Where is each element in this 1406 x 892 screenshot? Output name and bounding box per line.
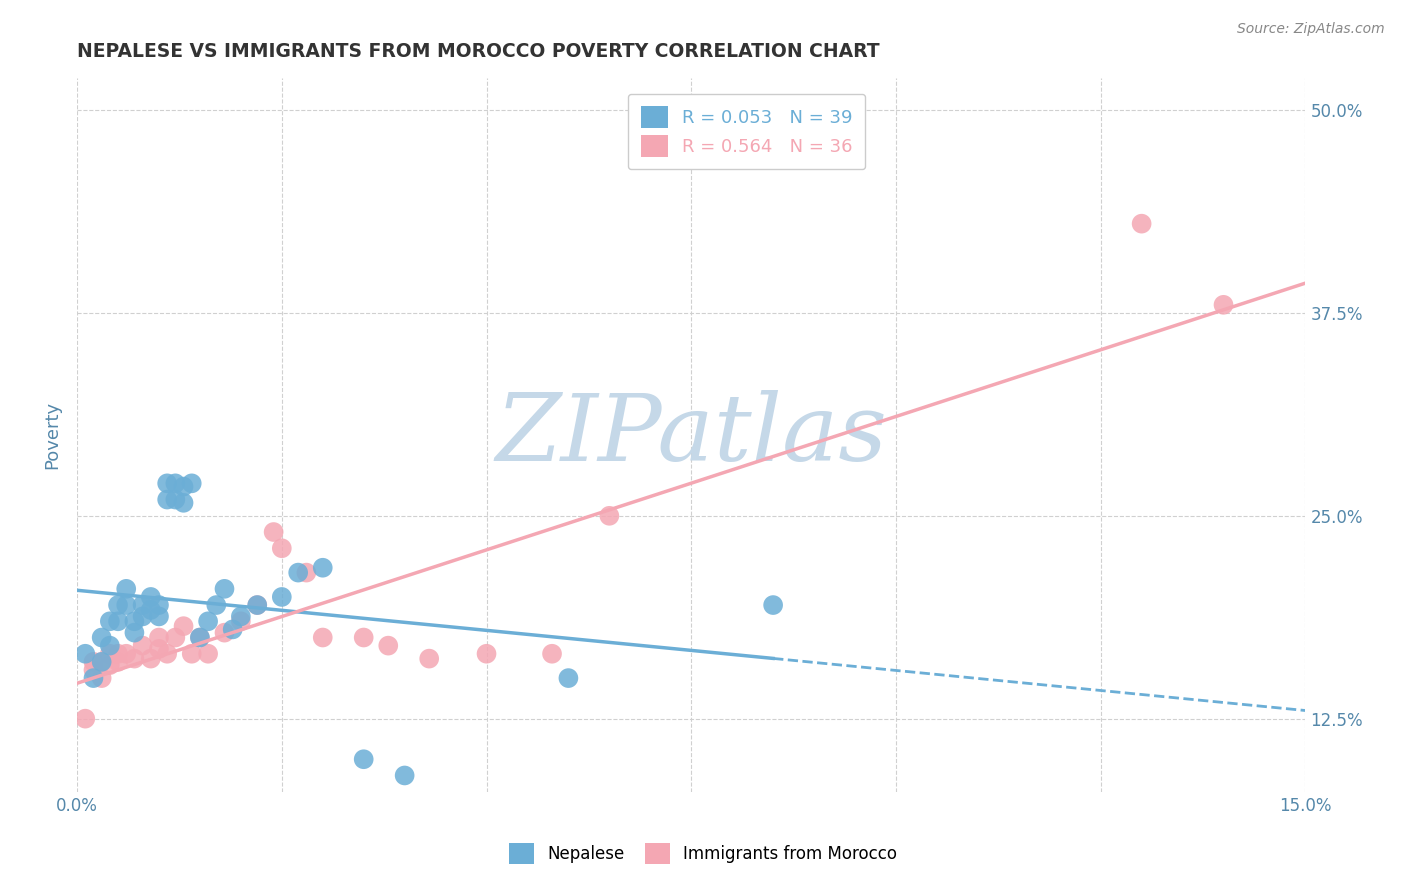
Point	[75, 712, 97, 726]
Point	[165, 476, 187, 491]
Point	[107, 615, 129, 629]
Point	[148, 641, 170, 656]
Point	[475, 647, 498, 661]
Point	[173, 496, 195, 510]
Point	[124, 615, 146, 629]
Text: Source: ZipAtlas.com: Source: ZipAtlas.com	[1237, 22, 1385, 37]
Legend: R = 0.053   N = 39, R = 0.564   N = 36: R = 0.053 N = 39, R = 0.564 N = 36	[628, 94, 865, 169]
Point	[377, 639, 399, 653]
Point	[98, 615, 121, 629]
Point	[139, 651, 162, 665]
Point	[82, 671, 104, 685]
Point	[394, 768, 416, 782]
Point	[124, 651, 146, 665]
Point	[156, 492, 179, 507]
Point	[98, 639, 121, 653]
Point	[312, 560, 335, 574]
Point	[1212, 298, 1234, 312]
Point	[541, 647, 564, 661]
Point	[270, 541, 292, 556]
Point	[90, 655, 112, 669]
Point	[90, 631, 112, 645]
Point	[98, 658, 121, 673]
Y-axis label: Poverty: Poverty	[44, 401, 60, 468]
Point	[188, 631, 211, 645]
Point	[214, 625, 236, 640]
Point	[173, 479, 195, 493]
Point	[98, 647, 121, 661]
Point	[165, 631, 187, 645]
Point	[82, 655, 104, 669]
Point	[131, 639, 153, 653]
Point	[148, 631, 170, 645]
Point	[148, 598, 170, 612]
Point	[139, 590, 162, 604]
Point	[107, 647, 129, 661]
Point	[205, 598, 228, 612]
Point	[197, 647, 219, 661]
Point	[139, 603, 162, 617]
Point	[115, 598, 138, 612]
Point	[353, 631, 375, 645]
Text: ZIPatlas: ZIPatlas	[495, 390, 887, 480]
Point	[90, 671, 112, 685]
Point	[173, 619, 195, 633]
Point	[270, 590, 292, 604]
Point	[762, 598, 785, 612]
Point	[557, 671, 579, 685]
Point	[246, 598, 269, 612]
Point	[353, 752, 375, 766]
Point	[90, 655, 112, 669]
Point	[229, 609, 252, 624]
Point	[1130, 217, 1153, 231]
Point	[107, 598, 129, 612]
Point	[197, 615, 219, 629]
Point	[295, 566, 318, 580]
Point	[124, 625, 146, 640]
Point	[188, 631, 211, 645]
Point	[180, 647, 202, 661]
Point	[263, 524, 285, 539]
Point	[82, 663, 104, 677]
Point	[165, 492, 187, 507]
Text: NEPALESE VS IMMIGRANTS FROM MOROCCO POVERTY CORRELATION CHART: NEPALESE VS IMMIGRANTS FROM MOROCCO POVE…	[77, 42, 880, 61]
Point	[214, 582, 236, 596]
Point	[75, 647, 97, 661]
Point	[107, 655, 129, 669]
Point	[418, 651, 440, 665]
Legend: Nepalese, Immigrants from Morocco: Nepalese, Immigrants from Morocco	[502, 837, 904, 871]
Point	[156, 476, 179, 491]
Point	[229, 615, 252, 629]
Point	[287, 566, 309, 580]
Point	[148, 609, 170, 624]
Point	[312, 631, 335, 645]
Point	[131, 598, 153, 612]
Point	[131, 609, 153, 624]
Point	[246, 598, 269, 612]
Point	[221, 623, 243, 637]
Point	[180, 476, 202, 491]
Point	[115, 582, 138, 596]
Point	[598, 508, 620, 523]
Point	[115, 647, 138, 661]
Point	[156, 647, 179, 661]
